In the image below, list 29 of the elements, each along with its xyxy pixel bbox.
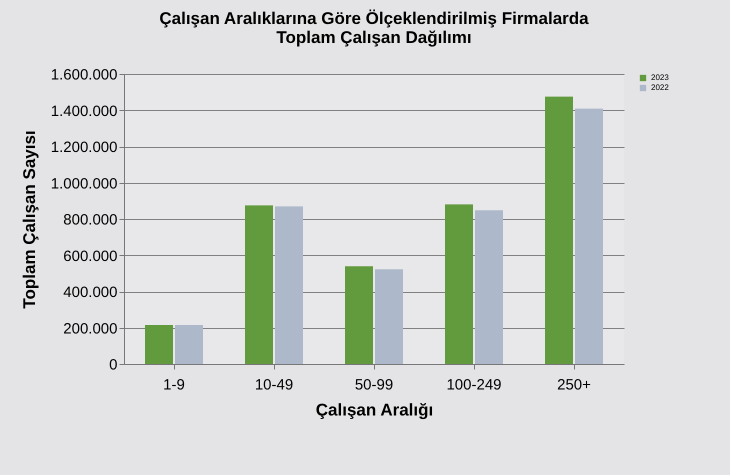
bar bbox=[545, 96, 573, 364]
bar bbox=[375, 269, 403, 364]
x-tick-label: 100-249 bbox=[446, 376, 502, 394]
y-tick-label: 1.600.000 bbox=[50, 66, 118, 84]
bar bbox=[145, 325, 173, 364]
bar bbox=[475, 210, 503, 364]
bar bbox=[175, 325, 203, 364]
x-tick-label: 50-99 bbox=[354, 376, 394, 394]
y-tick-label: 1.000.000 bbox=[50, 175, 118, 192]
chart-title: Çalışan Aralıklarına Göre Ölçeklendirilmiş Firmalarda Toplam Çalışan Dağılımı bbox=[159, 9, 590, 47]
y-tick-label: 1.200.000 bbox=[50, 139, 118, 156]
bar bbox=[345, 266, 373, 364]
y-axis-title: Toplam Çalışan Sayısı bbox=[20, 130, 39, 309]
y-tick-label: 600.000 bbox=[63, 248, 118, 265]
x-axis-title: Çalışan Aralığı bbox=[316, 400, 434, 420]
bar bbox=[575, 108, 603, 364]
y-tick-label: 200.000 bbox=[63, 320, 118, 338]
legend-label: 2022 bbox=[651, 83, 670, 92]
legend-label: 2023 bbox=[651, 73, 670, 82]
y-tick-label: 400.000 bbox=[63, 284, 118, 301]
bar bbox=[245, 205, 273, 364]
x-tick-label: 10-49 bbox=[254, 376, 294, 394]
bar bbox=[275, 206, 303, 364]
x-tick-label: 1-9 bbox=[163, 376, 185, 394]
y-tick-label: 800.000 bbox=[63, 212, 118, 228]
x-tick-label: 250+ bbox=[557, 376, 592, 394]
y-tick-label: 1.400.000 bbox=[50, 102, 118, 120]
y-tick-label: 0 bbox=[109, 356, 118, 374]
bar bbox=[445, 204, 473, 364]
